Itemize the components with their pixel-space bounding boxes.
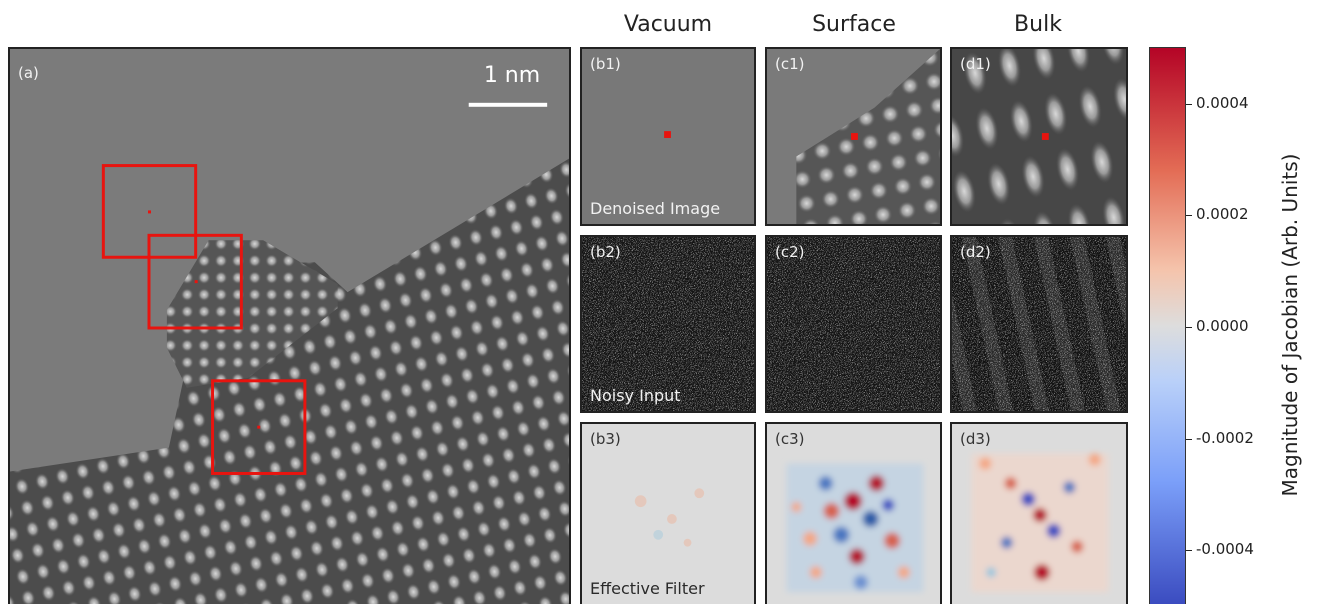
panel-b3: (b3) Effective Filter [580, 422, 756, 604]
scale-bar-label: 1 nm [483, 63, 541, 88]
column-header-vacuum: Vacuum [623, 12, 713, 37]
colorbar-tick-mark [1186, 215, 1192, 216]
column-header-bulk: Bulk [1014, 12, 1062, 37]
panel-c2: (c2) [765, 235, 942, 413]
colorbar-tick-mark [1186, 439, 1192, 440]
panel-c3: (c3) [765, 422, 942, 604]
panel-b2-image [582, 237, 754, 411]
colorbar-tick-mark [1186, 327, 1192, 328]
colorbar-tick-label: 0.0002 [1196, 205, 1249, 223]
caption-denoised-image: Denoised Image [590, 199, 721, 218]
panel-c1-image [767, 49, 940, 224]
panel-a-label: (a) [18, 64, 39, 82]
colorbar-tick-label: 0.0004 [1196, 94, 1249, 112]
caption-effective-filter: Effective Filter [590, 579, 705, 598]
panel-a-image [10, 49, 569, 604]
panel-b3-image [582, 424, 754, 604]
panel-b2-label: (b2) [590, 243, 621, 261]
panel-b1-label: (b1) [590, 55, 621, 73]
caption-noisy-input: Noisy Input [590, 386, 681, 405]
panel-a-main-image: (a) 1 nm [8, 47, 571, 604]
panel-d1-label: (d1) [960, 55, 991, 73]
panel-d3: (d3) [950, 422, 1128, 604]
panel-c1-label: (c1) [775, 55, 805, 73]
panel-b1: (b1) Denoised Image [580, 47, 756, 226]
panel-c2-label: (c2) [775, 243, 805, 261]
panel-c3-label: (c3) [775, 430, 805, 448]
panel-b3-label: (b3) [590, 430, 621, 448]
colorbar-label: Magnitude of Jacobian (Arb. Units) [1278, 153, 1302, 497]
colorbar-tick-label: -0.0004 [1196, 540, 1254, 558]
scale-bar [468, 102, 548, 107]
colorbar-tick-mark [1186, 550, 1192, 551]
column-header-surface: Surface [812, 12, 896, 37]
panel-d2-label: (d2) [960, 243, 991, 261]
colorbar [1149, 47, 1186, 604]
panel-d3-image [952, 424, 1126, 604]
panel-d2-image [952, 237, 1126, 411]
colorbar-tick-label: -0.0002 [1196, 429, 1254, 447]
panel-b1-image [582, 49, 754, 224]
highlight-boxes [101, 164, 307, 475]
panel-c3-image [767, 424, 940, 604]
colorbar-tick-mark [1186, 104, 1192, 105]
panel-c1: (c1) [765, 47, 942, 226]
panel-d1-image [952, 49, 1126, 224]
panel-c2-image [767, 237, 940, 411]
panel-d3-label: (d3) [960, 430, 991, 448]
panel-d2: (d2) [950, 235, 1128, 413]
colorbar-tick-label: 0.0000 [1196, 317, 1249, 335]
panel-d1: (d1) [950, 47, 1128, 226]
panel-b2: (b2) Noisy Input [580, 235, 756, 413]
